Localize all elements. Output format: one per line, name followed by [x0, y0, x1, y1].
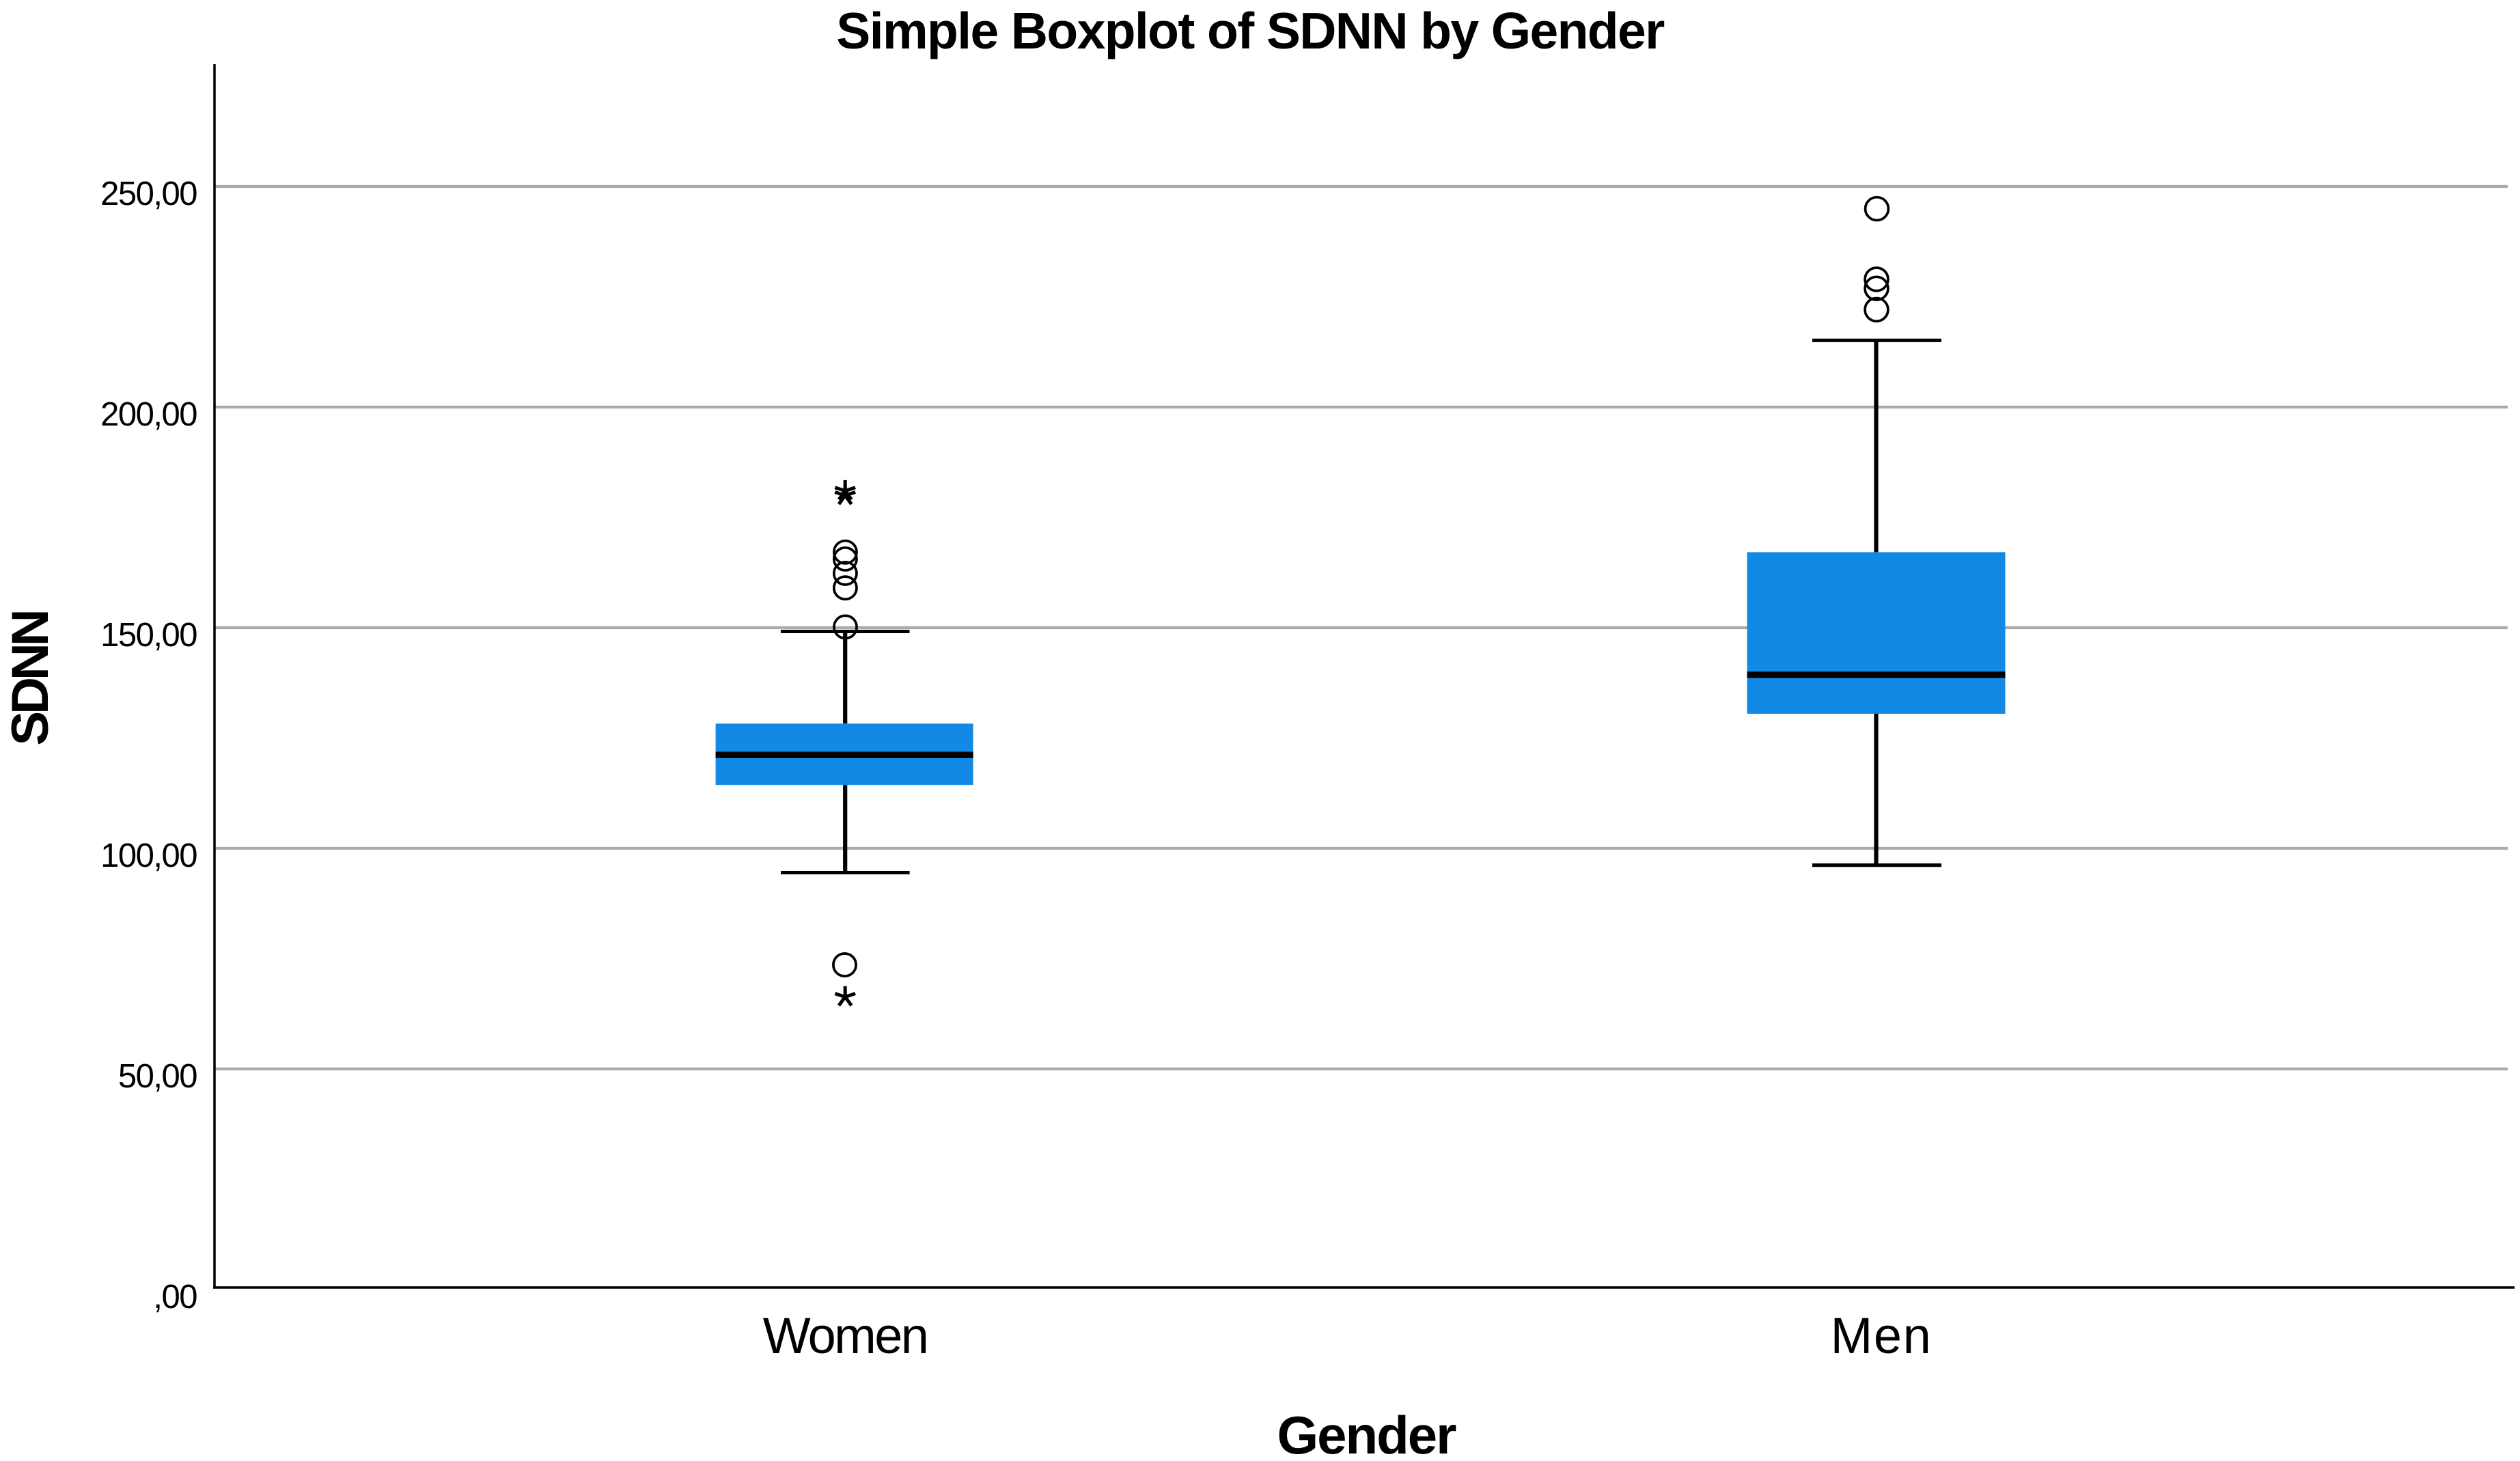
svg-text:200,00: 200,00 — [100, 396, 197, 433]
svg-text:50,00: 50,00 — [118, 1058, 197, 1095]
svg-text:Men: Men — [1831, 1307, 1933, 1364]
svg-text:250,00: 250,00 — [100, 176, 197, 212]
svg-text:Women: Women — [763, 1307, 928, 1364]
svg-text:100,00: 100,00 — [100, 837, 197, 874]
svg-text:,00: ,00 — [153, 1279, 197, 1316]
svg-text:Gender: Gender — [1277, 1405, 1456, 1461]
svg-text:SDNN: SDNN — [1, 612, 59, 745]
svg-text:150,00: 150,00 — [100, 617, 197, 654]
svg-text:Simple Boxplot of SDNN by Gend: Simple Boxplot of SDNN by Gender — [836, 2, 1665, 59]
